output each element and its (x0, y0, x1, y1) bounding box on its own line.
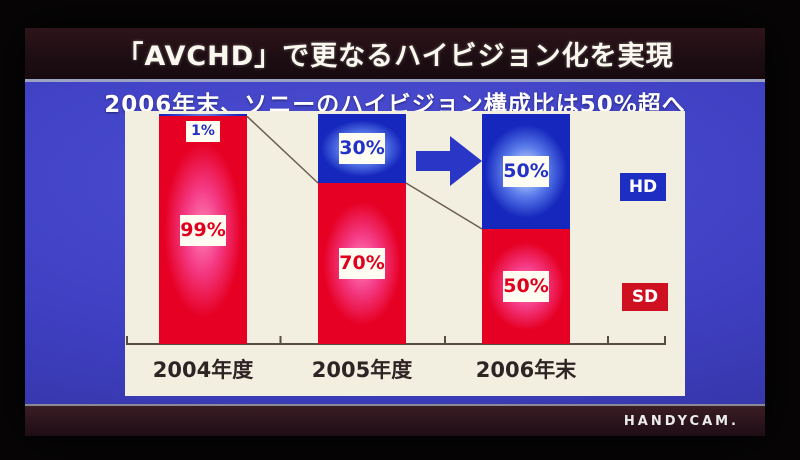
legend-sd-label: SD (631, 287, 659, 307)
legend-sd: SD (622, 283, 668, 311)
slide: 「AVCHD」で更なるハイビジョン化を実現 2006年末、ソニーのハイビジョン構… (25, 28, 765, 436)
hd-value-label: 50% (503, 156, 549, 187)
hd-segment (159, 114, 247, 117)
slide-title: 「AVCHD」で更なるハイビジョン化を実現 (116, 41, 674, 72)
right-arrow-icon (416, 136, 482, 186)
sd-value-label: 99% (180, 214, 226, 246)
bottom-band: HANDYCAM. (25, 404, 765, 436)
sd-value-label: 50% (503, 271, 549, 302)
hd-value-label: 1% (186, 121, 220, 142)
chart-panel: HD SD 1% 99% 2004年度 30% 70% 2005年度 50% 50% 2006年… (125, 111, 685, 396)
sd-value-label: 70% (339, 248, 385, 279)
category-label: 2005年度 (311, 358, 413, 382)
slide-body: 2006年末、ソニーのハイビジョン構成比は50%超へ HD SD 1% 99% 20… (25, 82, 765, 404)
trend-arrow (416, 136, 482, 186)
category-label: 2006年末 (475, 358, 577, 382)
hd-value-label: 30% (339, 133, 385, 164)
handycam-logo: HANDYCAM. (623, 413, 739, 429)
stacked-bar-1: 1% 99% (159, 114, 247, 344)
stacked-bar-3: 50% 50% (482, 114, 570, 344)
title-band: 「AVCHD」で更なるハイビジョン化を実現 (25, 28, 765, 82)
stacked-bar-2: 30% 70% (318, 114, 406, 344)
category-label: 2004年度 (152, 358, 254, 382)
legend-hd-label: HD (628, 177, 658, 197)
legend-hd: HD (620, 173, 666, 201)
